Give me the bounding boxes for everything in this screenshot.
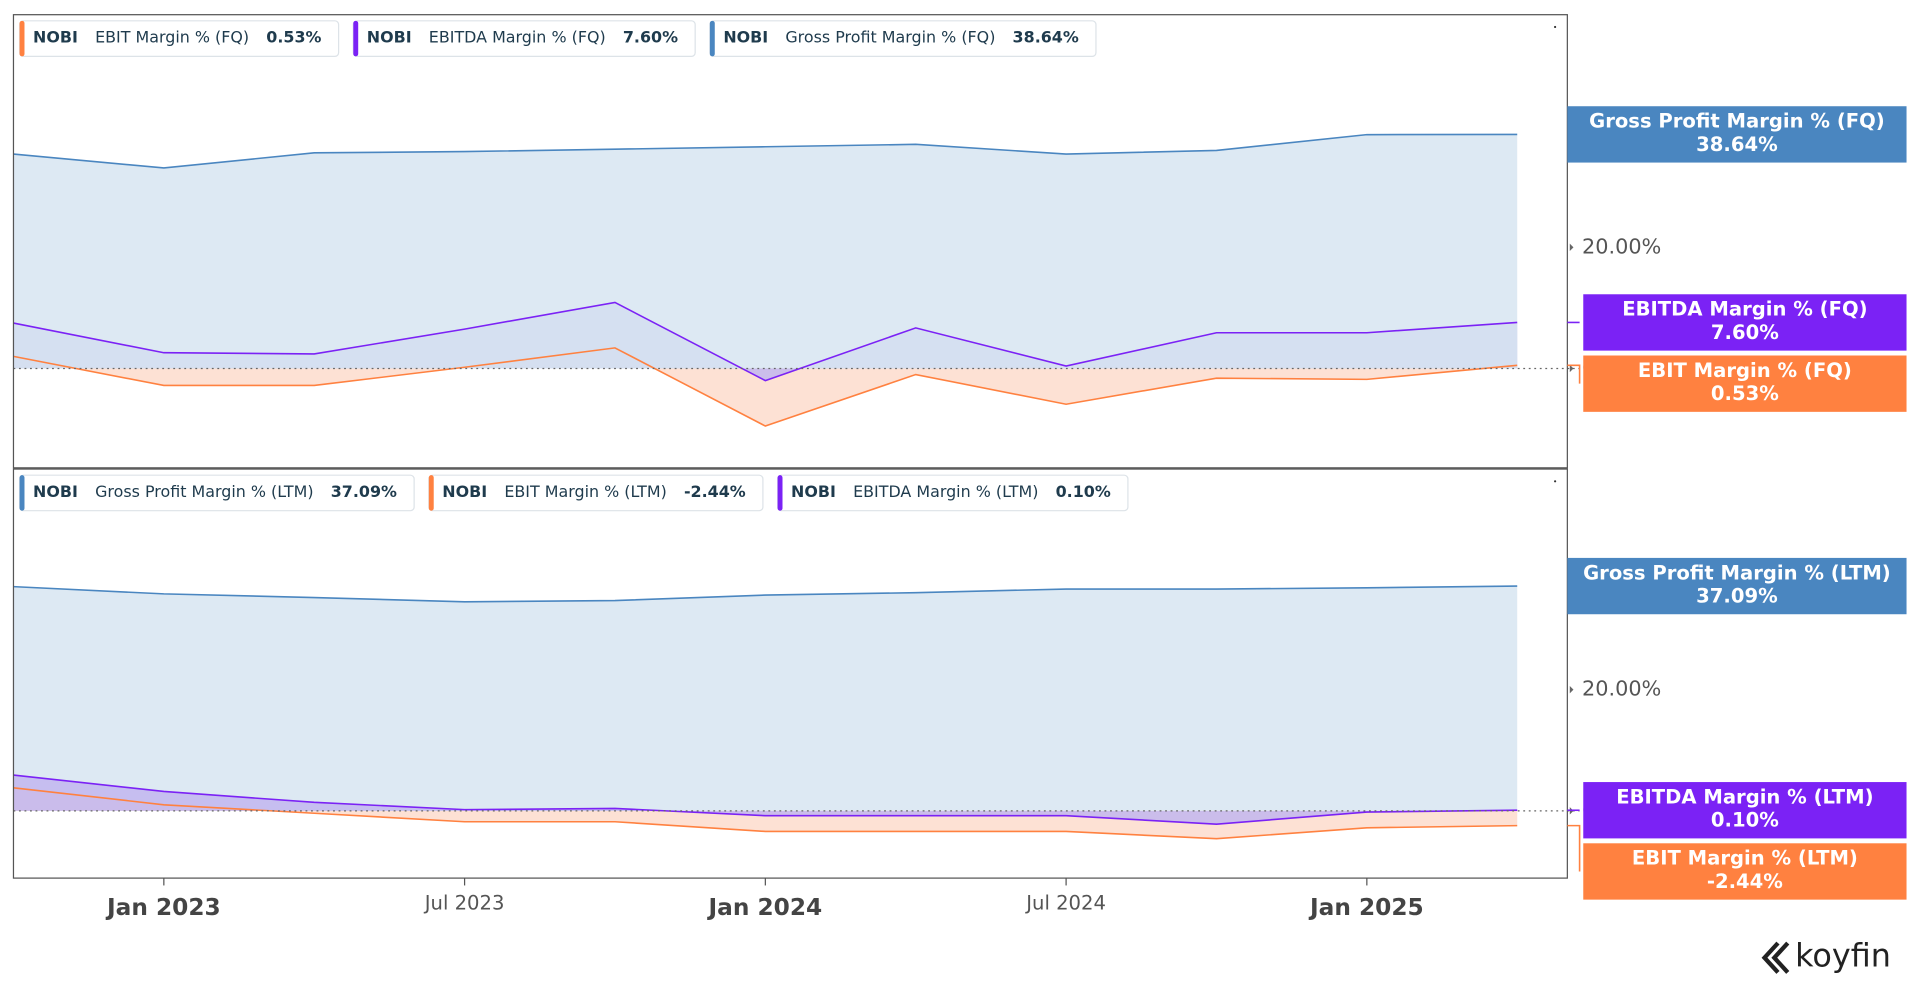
legend-swatch bbox=[428, 475, 434, 511]
value-tag bbox=[1583, 355, 1907, 412]
legend-value: 0.10% bbox=[1056, 482, 1111, 501]
tag-value: 0.10% bbox=[1711, 809, 1779, 832]
logo-icon bbox=[1761, 941, 1790, 974]
line bbox=[13, 133, 1518, 169]
tag-value: 37.09% bbox=[1696, 585, 1778, 608]
tag-name: Gross Profit Margin % (FQ) bbox=[1589, 110, 1885, 133]
y-tick-mark bbox=[1569, 243, 1574, 251]
tag-value: 38.64% bbox=[1696, 133, 1778, 156]
legend-value: -2.44% bbox=[684, 482, 746, 501]
legend-swatch bbox=[777, 475, 783, 511]
tag-name: EBIT Margin % (LTM) bbox=[1632, 847, 1858, 870]
tag-connector bbox=[1567, 824, 1581, 872]
x-tick-label: Jan 2024 bbox=[706, 894, 822, 921]
legend-name: EBITDA Margin % (LTM) bbox=[853, 482, 1038, 501]
line bbox=[13, 347, 1518, 427]
legend-swatch bbox=[19, 20, 25, 57]
value-tag bbox=[1583, 294, 1907, 351]
legend-item: NOBI Gross Profit Margin % (LTM) 37.09% bbox=[18, 474, 415, 512]
legend-name: EBIT Margin % (FQ) bbox=[95, 27, 249, 46]
legend-value: 7.60% bbox=[623, 27, 678, 46]
legend-value: 0.53% bbox=[266, 27, 321, 46]
legend-ticker: NOBI bbox=[367, 27, 412, 46]
x-tick-label: Jul 2024 bbox=[1024, 891, 1106, 914]
area-fill bbox=[13, 586, 1518, 811]
legend-ticker: NOBI bbox=[791, 482, 836, 501]
legend-swatch bbox=[709, 20, 715, 57]
value-tag bbox=[1567, 557, 1907, 615]
tag-value: 7.60% bbox=[1711, 321, 1779, 344]
koyfin-logo: koyfin bbox=[1761, 937, 1891, 975]
legend-value: 37.09% bbox=[331, 482, 397, 501]
line bbox=[13, 585, 1518, 603]
legend-item: NOBI EBITDA Margin % (FQ) 7.60% bbox=[352, 20, 696, 57]
tag-value: 0.53% bbox=[1711, 382, 1779, 405]
legend-name: Gross Profit Margin % (FQ) bbox=[785, 27, 995, 46]
tag-name: EBITDA Margin % (LTM) bbox=[1616, 785, 1873, 808]
x-tick-label: Jan 2023 bbox=[105, 894, 221, 921]
legend-name: Gross Profit Margin % (LTM) bbox=[95, 482, 313, 501]
legend-swatch bbox=[19, 475, 25, 511]
corner-dot bbox=[1554, 25, 1557, 29]
plot-area bbox=[13, 585, 1518, 840]
y-tick-label: 20.00% bbox=[1582, 677, 1661, 701]
y-tick-mark bbox=[1569, 685, 1574, 694]
legend-item: NOBI EBIT Margin % (FQ) 0.53% bbox=[18, 20, 340, 57]
x-tick-label: Jan 2025 bbox=[1308, 894, 1424, 921]
tag-name: Gross Profit Margin % (LTM) bbox=[1583, 561, 1891, 584]
tag-connector bbox=[1567, 364, 1581, 384]
value-tag bbox=[1583, 782, 1907, 839]
value-tag bbox=[1567, 106, 1907, 163]
legend-ticker: NOBI bbox=[442, 482, 487, 501]
legend-name: EBITDA Margin % (FQ) bbox=[429, 27, 606, 46]
area-fill bbox=[13, 775, 1518, 825]
panel-frame bbox=[12, 468, 1568, 879]
brand: koyfin bbox=[1795, 937, 1891, 975]
legend-value: 38.64% bbox=[1013, 27, 1079, 46]
legend-item: NOBI Gross Profit Margin % (FQ) 38.64% bbox=[709, 20, 1097, 57]
area-fill bbox=[13, 347, 1518, 427]
tag-name: EBITDA Margin % (FQ) bbox=[1622, 298, 1867, 321]
legend-name: EBIT Margin % (LTM) bbox=[504, 482, 667, 501]
line bbox=[13, 774, 1518, 825]
line bbox=[13, 301, 1518, 382]
line bbox=[13, 787, 1518, 840]
panel-frame bbox=[12, 14, 1568, 469]
corner-dot bbox=[1554, 480, 1557, 483]
legend-ticker: NOBI bbox=[723, 27, 768, 46]
legend-ticker: NOBI bbox=[33, 482, 78, 501]
legend-swatch bbox=[353, 20, 359, 57]
legend-ticker: NOBI bbox=[33, 27, 78, 46]
x-tick-label: Jul 2023 bbox=[423, 891, 505, 914]
y-tick-mark bbox=[1569, 364, 1574, 373]
legend-item: NOBI EBITDA Margin % (LTM) 0.10% bbox=[776, 474, 1129, 512]
tag-value: -2.44% bbox=[1707, 870, 1783, 893]
y-tick-label: 20.00% bbox=[1582, 234, 1661, 258]
value-tag bbox=[1583, 843, 1907, 900]
area-fill bbox=[13, 134, 1518, 369]
plot-area bbox=[13, 133, 1518, 427]
legend-item: NOBI EBIT Margin % (LTM) -2.44% bbox=[428, 474, 764, 512]
tag-name: EBIT Margin % (FQ) bbox=[1638, 359, 1852, 382]
